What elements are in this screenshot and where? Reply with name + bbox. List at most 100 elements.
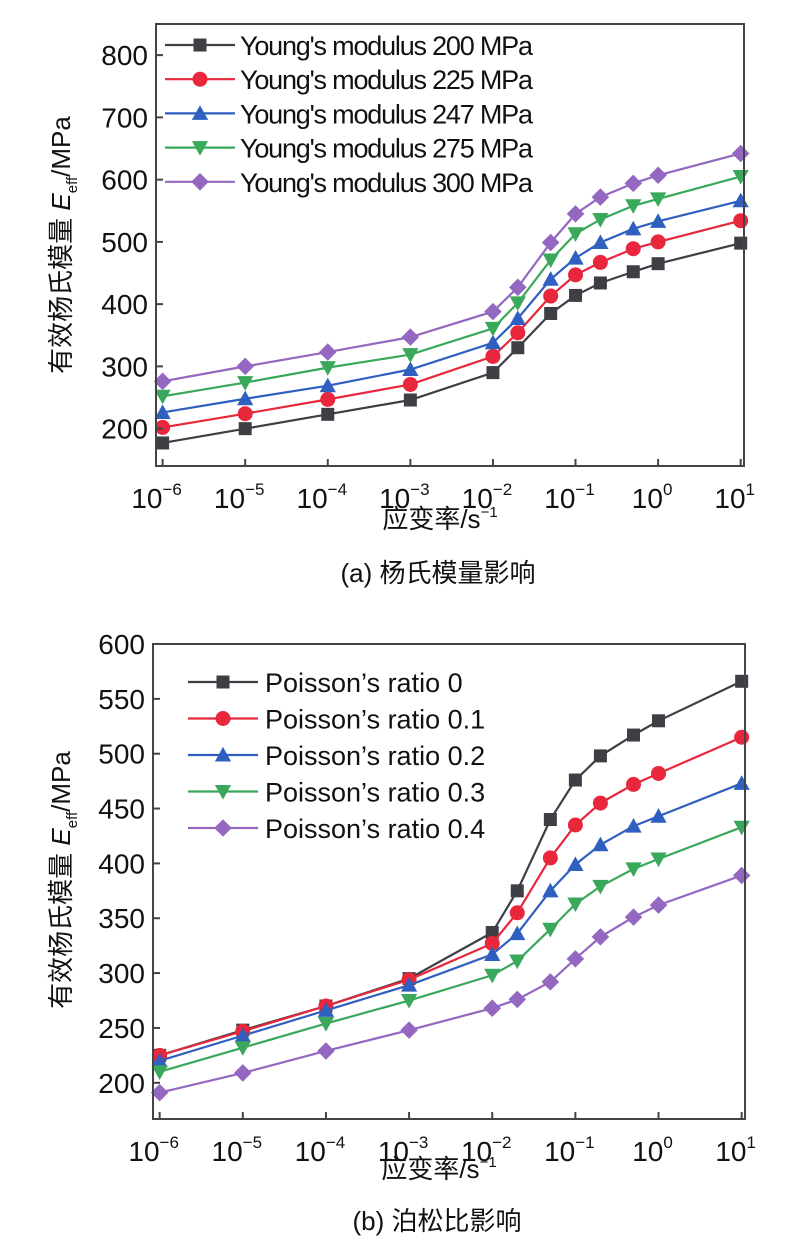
data-point [509,278,527,297]
data-point [734,729,750,745]
data-point [154,404,171,419]
legend-item: Young's modulus 300 MPa [165,168,535,198]
chart-a-caption: (a) 杨氏模量影响 [340,558,535,588]
chart-b-series [150,674,751,1102]
legend-marker [191,105,209,120]
y-tick-label: 300 [98,958,145,989]
y-tick-label: 200 [101,414,148,445]
data-point [234,1027,251,1043]
y-tick-label: 500 [98,739,145,770]
x-tick-label: 10−3 [378,1133,429,1167]
data-point [509,925,526,941]
legend-marker [191,173,209,191]
data-point [542,271,559,286]
data-point [317,1042,335,1060]
data-point [734,236,748,250]
y-tick-label: 600 [98,629,145,660]
data-point [236,357,254,376]
x-tick-label: 10−1 [544,480,595,514]
data-point [625,776,641,792]
data-point [651,765,667,781]
data-point [568,267,584,283]
data-point [624,908,643,926]
x-tick-label: 10−5 [214,480,265,514]
data-point [511,341,525,355]
data-point [319,377,336,393]
data-point [649,213,667,228]
legend-label: Poisson’s ratio 0.1 [265,705,485,735]
data-point [591,928,610,946]
legend-item: Poisson’s ratio 0.3 [188,778,485,808]
data-point [484,321,502,337]
legend-marker [215,711,231,726]
data-point [567,897,584,913]
data-point [649,166,667,185]
chart-b-caption: (b) 泊松比影响 [352,1206,521,1236]
data-point [541,233,560,252]
data-point [567,227,584,242]
chart-b-y-axis: 200 250 300 350 400 450 500 550 600 [98,629,160,1099]
y-tick-label: 700 [101,102,148,133]
series-line [162,199,741,414]
series-line [159,680,743,1057]
chart-b-legend: Poisson’s ratio 0 Poisson’s ratio 0.1 Pois… [188,668,485,844]
data-point [542,882,559,898]
data-point [566,950,585,968]
data-point [732,866,751,885]
data-point [567,856,584,871]
x-tick-label: 10−6 [128,1133,179,1167]
legend-label: Young's modulus 200 MPa [240,31,534,61]
legend-item: Young's modulus 247 MPa [165,99,535,129]
data-point [542,922,559,938]
x-tick-label: 10−3 [379,480,430,514]
chart-a-y-axis-label-unit: /MPa [46,116,76,177]
legend-label: Poisson’s ratio 0.4 [265,814,485,844]
legend-item: Poisson’s ratio 0.1 [188,705,485,735]
data-point [237,406,253,422]
legend-marker [191,141,209,156]
data-point [484,968,501,984]
data-point [400,977,418,992]
data-point [626,728,640,742]
data-point [625,817,642,833]
data-point [321,407,335,421]
data-point [237,390,254,406]
legend-marker [192,71,208,87]
chart-a-x-axis-label-sup: −1 [481,504,498,521]
data-point [153,372,172,391]
data-point [649,192,667,208]
data-point [569,288,583,302]
legend-marker [216,675,230,689]
data-point [593,749,607,763]
data-point [154,389,171,405]
data-point [567,249,584,265]
data-point [403,393,417,407]
data-point [650,808,667,823]
data-point [735,674,749,688]
data-point [486,366,500,380]
chart-a-y-axis: 200 300 400 500 600 700 800 [101,40,163,445]
legend-label: Poisson’s ratio 0 [265,668,463,698]
data-point [650,234,666,250]
data-point [626,265,640,279]
data-point [625,220,642,236]
y-tick-label: 250 [98,1013,145,1044]
data-point [509,310,526,325]
data-point [593,276,607,290]
data-point [238,422,252,436]
data-point [400,994,418,1009]
chart-a-y-axis-label-symbol: E [46,193,76,211]
data-point [156,436,170,450]
data-point [566,205,585,223]
x-tick-label: 100 [632,1133,673,1167]
legend-item: Young's modulus 275 MPa [165,134,535,164]
x-tick-label: 10−1 [544,1133,595,1167]
data-point [484,334,502,350]
data-point [320,391,336,407]
data-point [508,990,527,1009]
chart-a-x-axis-label-main: 应变率/s [382,504,480,534]
data-point [485,348,501,364]
data-point [567,817,583,833]
data-point [592,836,609,852]
x-tick-label: 101 [714,480,755,514]
